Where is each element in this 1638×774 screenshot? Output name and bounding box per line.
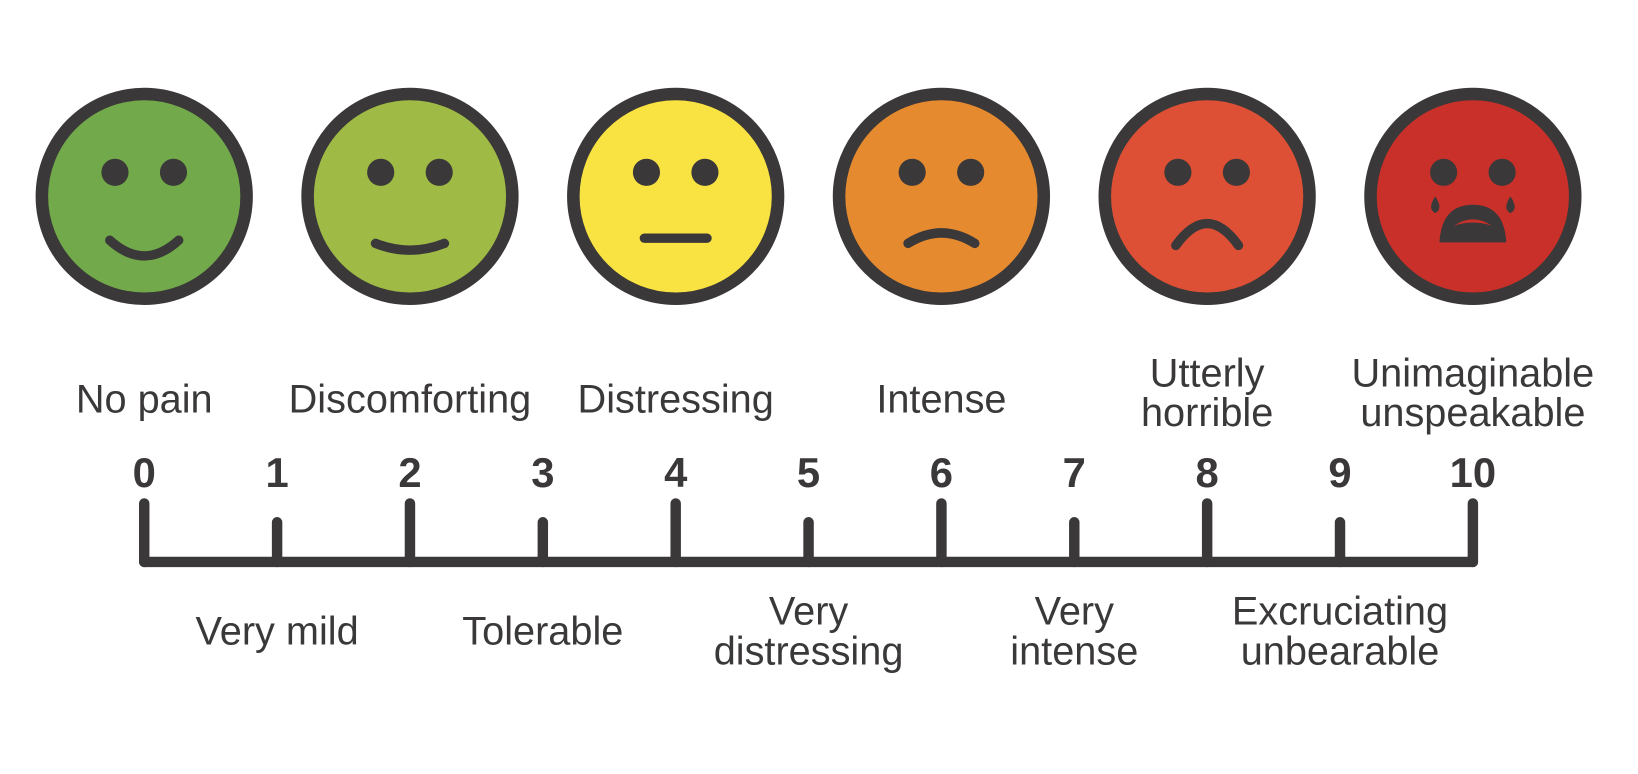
scale-number: 7: [1063, 449, 1086, 496]
top-label: Unimaginable: [1352, 351, 1595, 395]
scale-number: 8: [1196, 449, 1219, 496]
scale-number: 9: [1328, 449, 1351, 496]
face-circle: [1364, 87, 1582, 306]
face: [567, 87, 785, 306]
face-circle: [567, 87, 785, 306]
scale-number: 6: [930, 449, 953, 496]
face-circle: [832, 87, 1051, 306]
mouth: [105, 235, 184, 261]
top-label: No pain: [76, 378, 213, 422]
mouth: [903, 228, 980, 249]
bottom-label: Tolerable: [462, 609, 623, 653]
mouth-inner: [1454, 219, 1492, 226]
eye: [1430, 158, 1458, 186]
top-label: horrible: [1141, 391, 1273, 435]
eye: [1222, 158, 1250, 186]
bottom-label: Excruciating: [1232, 590, 1448, 634]
scale-number: 5: [797, 449, 820, 496]
mouth: [1439, 204, 1507, 243]
eye: [898, 158, 926, 186]
eye: [101, 158, 129, 186]
face: [301, 87, 519, 306]
eye: [1164, 158, 1192, 186]
scale-number: 3: [531, 449, 554, 496]
eye: [159, 158, 188, 186]
bottom-label: Very mild: [195, 609, 358, 653]
tear: [1506, 196, 1515, 214]
bottom-label: unbearable: [1241, 629, 1440, 673]
eye: [632, 158, 661, 186]
mouth: [370, 238, 450, 255]
bottom-label: Very: [1035, 590, 1115, 634]
eye: [425, 158, 453, 186]
scale-number: 10: [1450, 449, 1496, 496]
face: [35, 87, 253, 306]
eye: [957, 158, 985, 186]
top-label: Distressing: [578, 378, 774, 422]
bottom-label: Very: [769, 590, 849, 634]
scale-number: 1: [265, 449, 288, 496]
top-label: unspeakable: [1360, 391, 1585, 435]
top-label: Intense: [876, 378, 1006, 422]
scale-number: 0: [133, 449, 156, 496]
eye: [691, 158, 719, 186]
face-circle: [1098, 87, 1316, 306]
bottom-label: distressing: [714, 629, 904, 673]
bottom-label: intense: [1010, 629, 1138, 673]
eye: [367, 158, 395, 186]
scale-number: 2: [398, 449, 421, 496]
eye: [1488, 158, 1516, 186]
mouth: [1171, 218, 1244, 251]
face-circle: [35, 87, 253, 306]
tear: [1431, 196, 1440, 214]
scale-number: 4: [664, 449, 687, 496]
face: [1098, 87, 1316, 306]
top-label: Discomforting: [289, 378, 532, 422]
face-circle: [301, 87, 519, 306]
face: [1364, 87, 1582, 306]
face: [832, 87, 1051, 306]
top-label: Utterly: [1150, 351, 1265, 395]
